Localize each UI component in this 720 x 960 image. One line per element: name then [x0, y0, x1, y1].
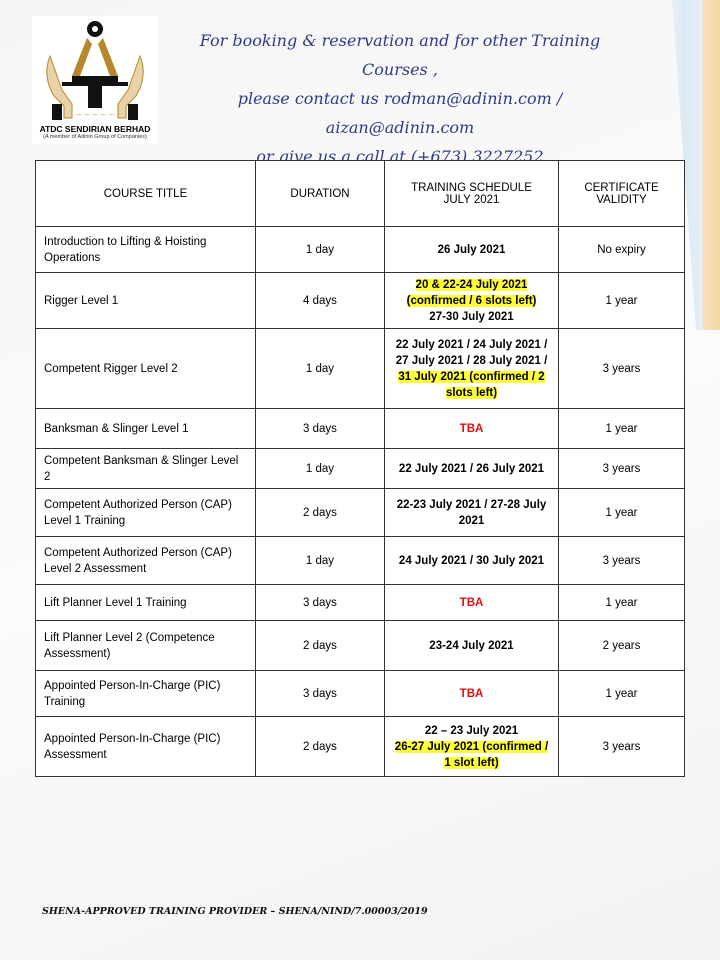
logo-emblem-icon: ~ ~ ~ ~ ~	[46, 21, 144, 120]
footer-accreditation: SHENA-APPROVED TRAINING PROVIDER – SHENA…	[42, 906, 428, 917]
course-title-cell: Competent Authorized Person (CAP) Level …	[35, 536, 256, 585]
schedule-cell: TBA	[384, 670, 559, 717]
contact-info: For booking & reservation and for other …	[170, 26, 630, 171]
schedule-date: 22-23 July 2021 / 27-28 July 2021	[396, 498, 547, 527]
contact-line: please contact us rodman@adinin.com / ai…	[237, 89, 563, 137]
schedule-date: 22 – 23 July 2021	[424, 724, 519, 737]
schedule-cell: 26 July 2021	[384, 226, 559, 273]
course-title-cell: Introduction to Lifting & Hoisting Opera…	[35, 226, 256, 273]
validity-cell: 3 years	[558, 328, 685, 409]
schedule-date: 23-24 July 2021	[429, 639, 514, 652]
schedule-cell: 20 & 22-24 July 2021 (confirmed / 6 slot…	[384, 272, 559, 329]
validity-cell: 1 year	[558, 670, 685, 717]
duration-cell: 4 days	[255, 272, 385, 329]
table-row: Competent Authorized Person (CAP) Level …	[35, 536, 685, 585]
validity-cell: 3 years	[558, 536, 685, 585]
table-header-row: COURSE TITLE DURATION TRAINING SCHEDULE J…	[35, 160, 685, 227]
tba-label: TBA	[459, 596, 484, 609]
logo-tagline: (A member of Adinin Group of Companies)	[43, 134, 147, 140]
duration-cell: 3 days	[255, 670, 385, 717]
schedule-cell: TBA	[384, 408, 559, 449]
header-course-title: COURSE TITLE	[35, 160, 256, 227]
schedule-date: 22 July 2021 / 26 July 2021	[398, 462, 545, 475]
table-row: Introduction to Lifting & Hoisting Opera…	[35, 226, 685, 273]
course-title-cell: Appointed Person-In-Charge (PIC) Trainin…	[35, 670, 256, 717]
table-row: Appointed Person-In-Charge (PIC) Trainin…	[35, 670, 685, 717]
course-title-cell: Lift Planner Level 2 (Competence Assessm…	[35, 620, 256, 671]
contact-line: For booking & reservation and for other …	[199, 31, 601, 79]
tba-label: TBA	[459, 687, 484, 700]
validity-cell: 3 years	[558, 716, 685, 777]
duration-cell: 2 days	[255, 716, 385, 777]
schedule-cell: 22 July 2021 / 24 July 2021 / 27 July 20…	[384, 328, 559, 409]
schedule-cell: 24 July 2021 / 30 July 2021	[384, 536, 559, 585]
validity-cell: 1 year	[558, 584, 685, 621]
logo-company-name: ATDC SENDIRIAN BERHAD	[39, 124, 151, 134]
schedule-date: 26-27 July 2021 (confirmed / 1 slot left…	[394, 740, 549, 769]
table-row: Lift Planner Level 1 Training 3 days TBA 1 …	[35, 584, 685, 621]
duration-cell: 1 day	[255, 328, 385, 409]
table-row: Appointed Person-In-Charge (PIC) Assessm…	[35, 716, 685, 777]
header-schedule-month: JULY 2021	[443, 193, 500, 206]
course-title-cell: Rigger Level 1	[35, 272, 256, 329]
schedule-date: 26 July 2021	[437, 243, 506, 256]
schedule-cell: 23-24 July 2021	[384, 620, 559, 671]
header-validity: CERTIFICATE VALIDITY	[558, 160, 685, 227]
course-title-cell: Competent Banksman & Slinger Level 2	[35, 448, 256, 489]
course-title-cell: Banksman & Slinger Level 1	[35, 408, 256, 449]
schedule-cell: 22 – 23 July 2021 26-27 July 2021 (confir…	[384, 716, 559, 777]
header-schedule: TRAINING SCHEDULE JULY 2021	[384, 160, 559, 227]
duration-cell: 3 days	[255, 584, 385, 621]
tba-label: TBA	[459, 422, 484, 435]
course-schedule-table: COURSE TITLE DURATION TRAINING SCHEDULE J…	[35, 160, 685, 777]
validity-cell: No expiry	[558, 226, 685, 273]
duration-cell: 3 days	[255, 408, 385, 449]
schedule-date: 20 & 22-24 July 2021 (confirmed / 6 slot…	[406, 278, 537, 307]
schedule-cell: TBA	[384, 584, 559, 621]
duration-cell: 1 day	[255, 536, 385, 585]
duration-cell: 1 day	[255, 226, 385, 273]
duration-cell: 2 days	[255, 488, 385, 537]
validity-cell: 1 year	[558, 408, 685, 449]
validity-cell: 3 years	[558, 448, 685, 489]
schedule-cell: 22 July 2021 / 26 July 2021	[384, 448, 559, 489]
schedule-date: 22 July 2021 / 24 July 2021 / 27 July 20…	[395, 338, 548, 367]
schedule-cell: 22-23 July 2021 / 27-28 July 2021	[384, 488, 559, 537]
schedule-date: 24 July 2021 / 30 July 2021	[398, 554, 545, 567]
table-row: Competent Authorized Person (CAP) Level …	[35, 488, 685, 537]
company-logo: ~ ~ ~ ~ ~ ATDC SENDIRIAN BERHAD (A membe…	[32, 16, 158, 144]
table-row: Lift Planner Level 2 (Competence Assessm…	[35, 620, 685, 671]
header-schedule-label: TRAINING SCHEDULE	[411, 181, 532, 194]
duration-cell: 2 days	[255, 620, 385, 671]
validity-cell: 1 year	[558, 488, 685, 537]
svg-text:~ ~ ~ ~ ~: ~ ~ ~ ~ ~	[76, 111, 114, 119]
duration-cell: 1 day	[255, 448, 385, 489]
validity-cell: 1 year	[558, 272, 685, 329]
schedule-date: 31 July 2021 (confirmed / 2 slots left)	[398, 370, 545, 399]
validity-cell: 2 years	[558, 620, 685, 671]
course-title-cell: Competent Rigger Level 2	[35, 328, 256, 409]
course-title-cell: Lift Planner Level 1 Training	[35, 584, 256, 621]
header-duration: DURATION	[255, 160, 385, 227]
course-title-cell: Appointed Person-In-Charge (PIC) Assessm…	[35, 716, 256, 777]
schedule-date: 27-30 July 2021	[429, 310, 514, 323]
course-title-cell: Competent Authorized Person (CAP) Level …	[35, 488, 256, 537]
